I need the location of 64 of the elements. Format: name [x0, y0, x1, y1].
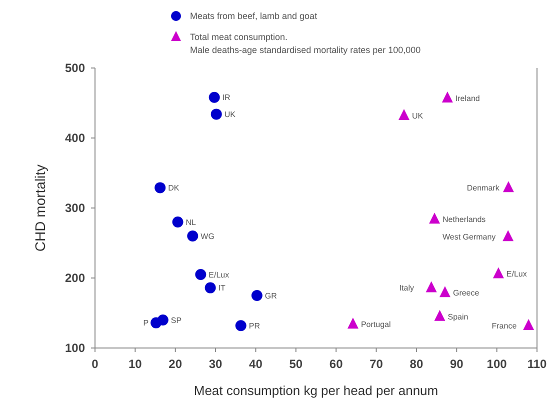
- x-tick-label: 20: [168, 357, 182, 371]
- annotation: P: [143, 318, 149, 328]
- point: [492, 267, 504, 278]
- point: [251, 290, 262, 301]
- y-tick-label: 500: [64, 61, 86, 76]
- point: [434, 310, 446, 321]
- point: [210, 108, 222, 120]
- annotation: Portugal: [360, 320, 391, 329]
- annotation: GR: [264, 291, 278, 300]
- legend-label: Meats from beef, lamb and goat: [190, 11, 318, 22]
- x-tick-label: 110: [527, 357, 548, 371]
- y-axis-title: CHD mortality: [32, 164, 48, 252]
- x-axis-title: Meat consumption kg per head per annum: [194, 383, 438, 398]
- point: [439, 286, 450, 298]
- x-tick-label: 90: [450, 357, 464, 371]
- y-tick-label: 100: [64, 341, 86, 356]
- annotation: IR: [222, 93, 231, 102]
- annotation: E/Lux: [208, 270, 230, 280]
- point: [426, 281, 437, 292]
- annotation: UK: [412, 111, 424, 120]
- annotation: UK: [224, 110, 236, 119]
- annotation: SP: [170, 316, 182, 325]
- annotation: Netherlands: [442, 215, 486, 224]
- point: [347, 318, 358, 329]
- y-tick-label: 300: [64, 201, 86, 216]
- x-tick-label: 10: [128, 357, 142, 371]
- point: [208, 92, 220, 103]
- annotation: WG: [200, 232, 214, 241]
- y-tick-label: 200: [64, 271, 86, 286]
- annotation: DK: [168, 184, 180, 192]
- point: [154, 182, 166, 194]
- annotation: NL: [186, 218, 197, 227]
- x-tick-label: 50: [289, 357, 303, 371]
- point: [172, 216, 184, 228]
- x-tick-label: 0: [92, 357, 99, 371]
- annotation: PR: [248, 321, 260, 330]
- annotation: IT: [218, 284, 226, 293]
- annotation: E/Lux: [506, 270, 527, 279]
- point: [429, 212, 440, 224]
- point: [187, 230, 198, 242]
- point: [204, 282, 216, 294]
- annotation: Spain: [448, 312, 468, 322]
- x-tick-label: 60: [329, 357, 344, 371]
- point: [523, 319, 534, 330]
- point: [398, 109, 410, 120]
- annotation: Denmark: [466, 184, 500, 192]
- x-tick-label: 100: [486, 357, 508, 371]
- x-tick-label: 80: [410, 357, 424, 371]
- x-tick-label: 30: [208, 357, 223, 371]
- point: [150, 317, 162, 328]
- point: [502, 230, 514, 242]
- point: [235, 320, 246, 332]
- point: [195, 269, 206, 280]
- legend-label: Total meat consumption. Male deaths-age standardised mortality rates per 100,000: [190, 32, 421, 56]
- point: [502, 181, 514, 192]
- annotation: Greece: [452, 288, 480, 298]
- y-tick-label: 400: [64, 131, 86, 146]
- annotation: Ireland: [455, 94, 480, 103]
- annotation: West Germany: [442, 232, 496, 242]
- annotation: France: [492, 321, 518, 330]
- annotation: Italy: [399, 284, 414, 293]
- x-tick-label: 40: [249, 357, 263, 371]
- x-tick-label: 70: [370, 357, 384, 371]
- point: [442, 92, 453, 102]
